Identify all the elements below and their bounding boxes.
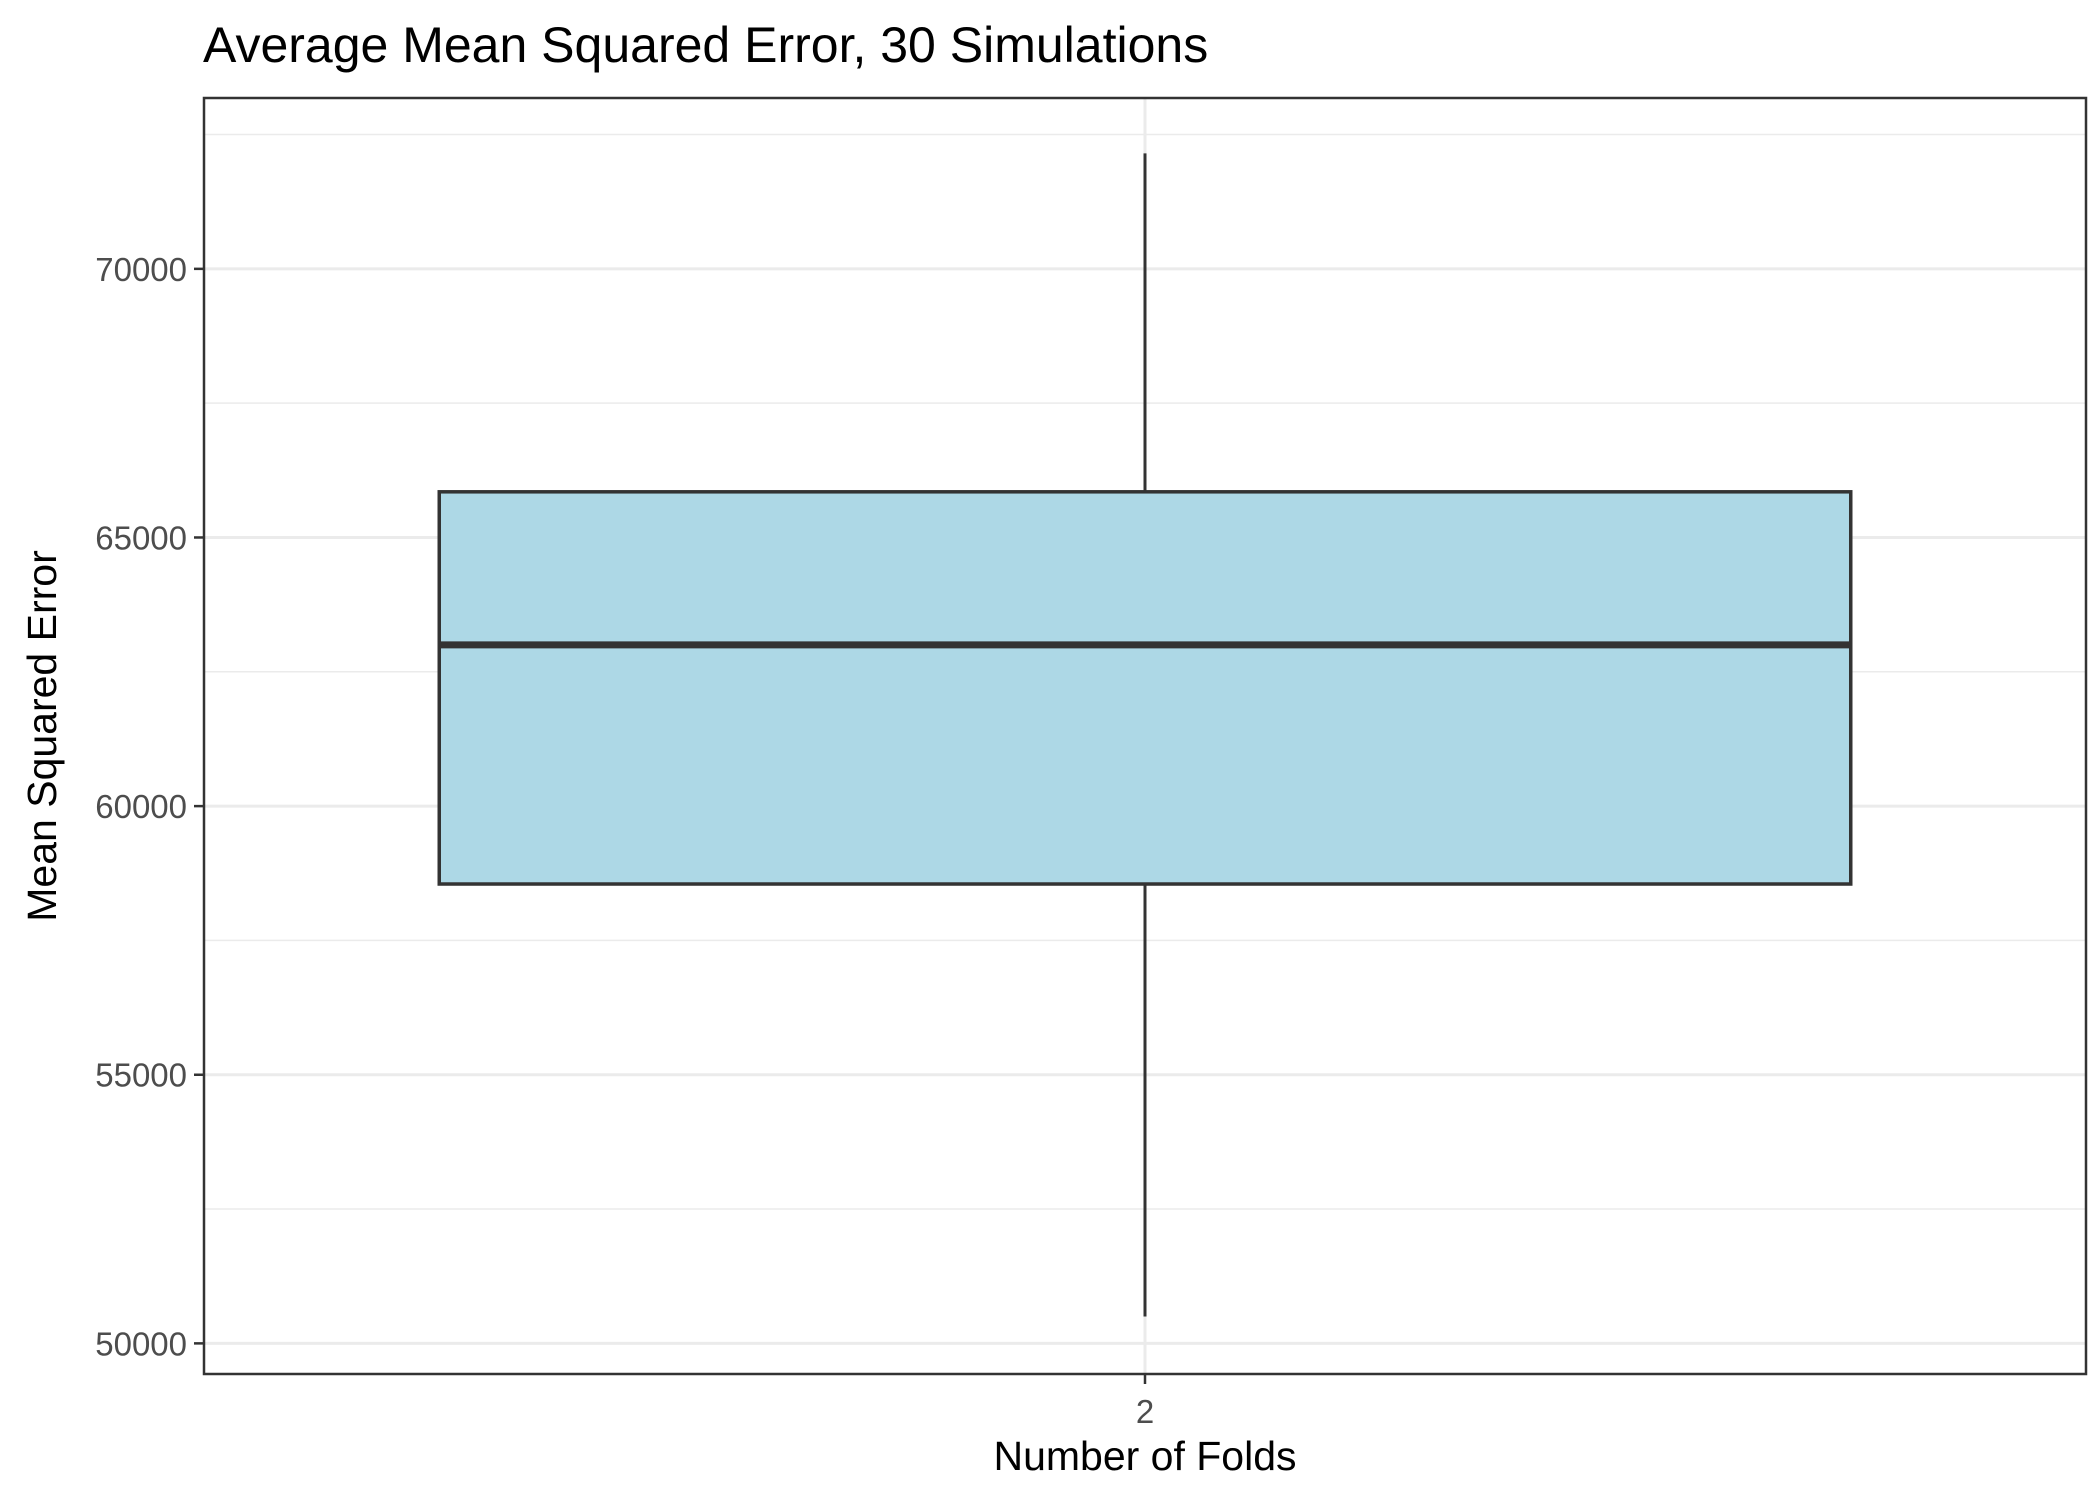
x-axis: 2 (1136, 1374, 1154, 1430)
y-tick-label: 60000 (95, 788, 187, 825)
boxplot-layer (437, 153, 1853, 1317)
x-axis-title: Number of Folds (993, 1433, 1296, 1479)
y-axis: 50000 55000 60000 65000 70000 (95, 251, 204, 1362)
box-iqr (437, 490, 1853, 886)
y-tick-label: 55000 (95, 1057, 187, 1094)
y-tick-label: 70000 (95, 251, 187, 288)
y-tick-label: 50000 (95, 1325, 187, 1362)
x-tick-label: 2 (1136, 1393, 1154, 1430)
y-axis-title: Mean Squared Error (19, 550, 65, 921)
y-tick-label: 65000 (95, 519, 187, 556)
chart-title: Average Mean Squared Error, 30 Simulatio… (203, 17, 1208, 73)
